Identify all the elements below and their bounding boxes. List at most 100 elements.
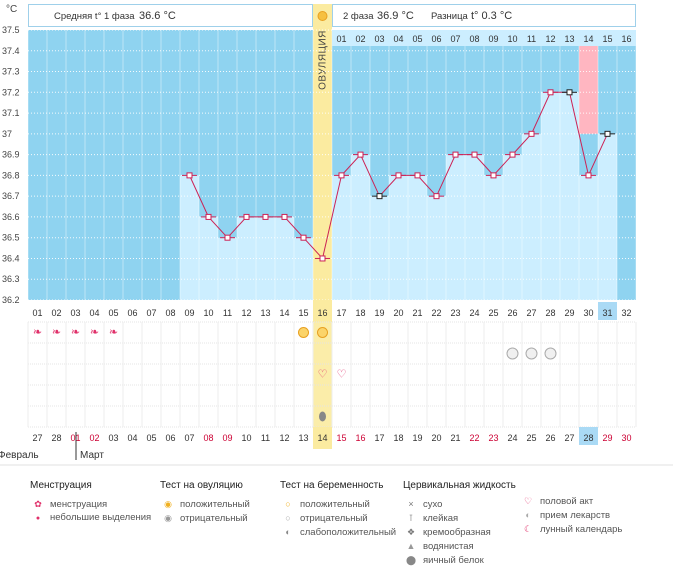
temperature-bar (579, 175, 598, 300)
cycle-day-label: 12 (241, 308, 251, 318)
cycle-day-label: 07 (146, 308, 156, 318)
temperature-point (509, 151, 516, 158)
date-label: 29 (602, 433, 612, 443)
date-label: 11 (261, 433, 270, 443)
ovulation-day-cell (313, 300, 332, 322)
temperature-point (262, 213, 269, 220)
date-label: 05 (146, 433, 156, 443)
y-tick-label: 36.3 (2, 274, 20, 284)
temperature-bar (351, 154, 370, 300)
temperature-bar (389, 175, 408, 300)
date-label: 30 (621, 433, 631, 443)
temperature-point (414, 172, 421, 179)
legend-ovulation-test: Тест на овуляцию ◉ положительный ◉ отрицат… (160, 480, 250, 525)
y-tick-label: 36.9 (2, 150, 20, 160)
legend-cervical-fluid: Цервикальная жидкость × сухо ⊺ клейкая ❖ кр… (403, 480, 516, 567)
cycle-day-label: 31 (602, 308, 612, 318)
diff-label: Разница (431, 11, 469, 22)
pill-icon: ◐ (525, 510, 531, 520)
date-label: 04 (127, 433, 137, 443)
temperature-point (452, 151, 459, 158)
date-label: 10 (241, 433, 251, 443)
cycle-day-label: 08 (165, 308, 175, 318)
temperature-bar (503, 154, 522, 300)
phase1-value: 36.6 °C (139, 10, 176, 22)
temperature-point (357, 151, 364, 158)
legend-item: отрицательный (180, 513, 248, 524)
temperature-bar (446, 154, 465, 300)
legend-item: сухо (423, 499, 443, 510)
legend-item: слабоположительный (300, 527, 397, 538)
ovulation-test-icon (317, 327, 328, 338)
date-label: 19 (412, 433, 422, 443)
small-drop-icon: ● (35, 515, 41, 522)
phase2-day-label: 15 (602, 34, 612, 44)
legend-menstruation: Менструация ✿ менструация ● небольшие выде… (30, 480, 151, 525)
legend-other: ♡ половой акт ◐ прием лекарств ☾ лунный кал… (520, 494, 622, 536)
temperature-point (547, 89, 554, 96)
temperature-bar (427, 196, 446, 300)
date-label: 28 (583, 433, 593, 443)
month-label: Март (80, 450, 104, 461)
legend-title: Тест на овуляцию (160, 480, 243, 491)
legend-item: кремообразная (423, 527, 491, 538)
y-tick-label: 37 (2, 129, 12, 139)
heart-icon: ♡ (337, 369, 347, 381)
negative-test-icon: ○ (285, 513, 291, 523)
temperature-bar (294, 237, 313, 300)
cycle-day-label: 28 (545, 308, 555, 318)
temperature-point (205, 213, 212, 220)
ovulation-marker-column (313, 322, 332, 429)
date-label: 27 (32, 433, 42, 443)
highlight-column (579, 30, 598, 134)
legend-title: Менструация (30, 480, 92, 491)
legend-item: небольшие выделения (50, 512, 152, 523)
phase2-day-label: 12 (545, 34, 555, 44)
date-label: 26 (545, 433, 555, 443)
legend-item: прием лекарств (540, 510, 611, 521)
positive-test-icon: ○ (285, 499, 291, 509)
ovulation-sun-icon (317, 11, 328, 21)
legend-item: положительный (300, 499, 370, 510)
cycle-day-label: 03 (70, 308, 80, 318)
temperature-point (224, 234, 231, 241)
y-tick-label: 37.2 (2, 87, 20, 97)
current-date-cell (579, 427, 598, 445)
phase2-day-label: 13 (564, 34, 574, 44)
temperature-point (281, 213, 288, 220)
pregnancy-test-icon (506, 347, 519, 360)
legend-item: положительный (180, 499, 250, 510)
cycle-day-label: 21 (412, 308, 422, 318)
temperature-bar (560, 92, 579, 300)
y-tick-label: 36.5 (2, 233, 20, 243)
cycle-day-label: 09 (184, 308, 194, 318)
menstruation-icon: ❧ (109, 327, 118, 339)
y-tick-label: 36.4 (2, 253, 20, 263)
phase2-day-label: 04 (393, 34, 403, 44)
date-label: 09 (222, 433, 232, 443)
y-tick-label: 36.7 (2, 191, 20, 201)
pregnancy-test-icon (525, 347, 538, 360)
date-label: 15 (336, 433, 346, 443)
watery-icon: ▲ (406, 541, 416, 551)
cycle-day-label: 05 (108, 308, 118, 318)
date-label: 22 (469, 433, 479, 443)
date-label: 13 (298, 433, 308, 443)
date-label: 20 (431, 433, 441, 443)
cycle-day-label: 06 (127, 308, 137, 318)
cycle-day-label: 22 (431, 308, 441, 318)
cycle-day-label: 32 (621, 308, 631, 318)
cycle-day-label: 13 (260, 308, 270, 318)
phase2-day-label: 16 (621, 34, 631, 44)
temperature-point (319, 255, 326, 262)
temperature-bar (408, 175, 427, 300)
temperature-point (585, 172, 592, 179)
date-label: 07 (184, 433, 194, 443)
menstruation-icon: ❧ (90, 327, 99, 339)
heart-icon: ♡ (523, 496, 533, 506)
temperature-bar (180, 175, 199, 300)
phase2-day-label: 02 (355, 34, 365, 44)
phase2-day-label: 10 (507, 34, 517, 44)
date-label: 18 (393, 433, 403, 443)
